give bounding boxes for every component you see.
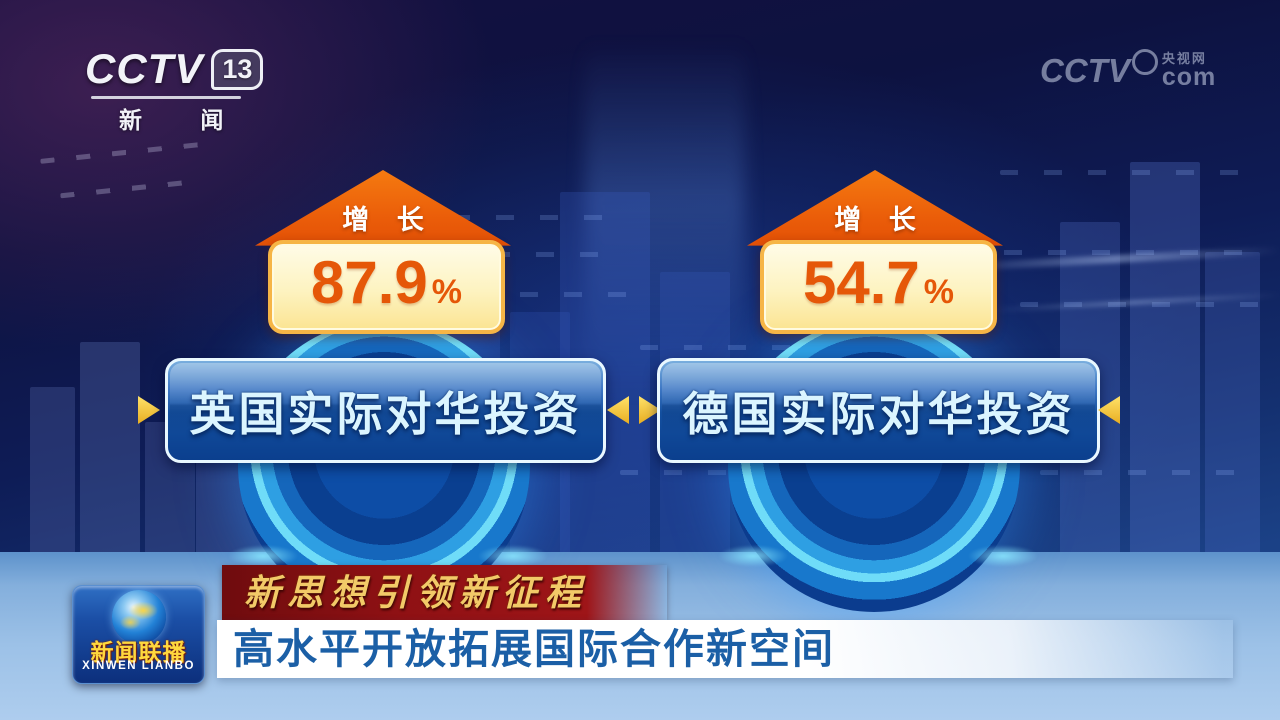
data-streak	[320, 215, 620, 220]
data-streak	[1020, 302, 1260, 307]
category-plate-uk: 英国实际对华投资	[165, 358, 606, 463]
data-streak	[1000, 170, 1240, 175]
data-streak	[60, 178, 200, 199]
growth-value-box: 87.9 %	[268, 240, 505, 334]
series-title-banner: 新思想引领新征程	[222, 565, 667, 620]
channel-bug-underline	[91, 96, 241, 99]
growth-value-box: 54.7 %	[760, 240, 997, 334]
site-watermark: CCTV 央视网 com	[1040, 49, 1217, 91]
flare	[718, 545, 788, 567]
data-streak	[640, 345, 920, 350]
percent-sign: %	[923, 273, 954, 311]
channel-number: 13	[211, 48, 264, 90]
skyline-building	[80, 342, 140, 552]
category-label: 英国实际对华投资	[189, 387, 582, 440]
category-plate-germany: 德国实际对华投资	[657, 358, 1100, 463]
data-streak	[40, 141, 210, 164]
growth-label: 增 长	[342, 205, 434, 235]
growth-value: 54.7	[802, 249, 920, 316]
flare	[478, 545, 548, 567]
headline-banner: 高水平开放拓展国际合作新空间	[217, 620, 1233, 678]
data-streak	[960, 250, 1260, 255]
globe-icon	[112, 590, 166, 644]
channel-brand: CCTV	[85, 45, 204, 92]
pointer-right-icon	[138, 396, 160, 424]
flare	[228, 545, 298, 567]
light-pillar	[585, 40, 745, 400]
watermark-domain: com	[1161, 63, 1217, 91]
percent-sign: %	[431, 273, 462, 311]
watermark-brand: CCTV	[1040, 52, 1130, 89]
program-romanized: XINWEN LIANBO	[82, 660, 195, 672]
growth-label: 增 长	[834, 205, 926, 235]
series-title: 新思想引领新征程	[244, 572, 589, 613]
data-streak	[1040, 470, 1240, 475]
skyline-building	[1205, 252, 1260, 552]
growth-value: 87.9	[310, 249, 428, 316]
ring-icon	[1131, 49, 1158, 75]
channel-name: 新 闻	[119, 107, 250, 133]
skyline-building	[30, 387, 75, 552]
program-logo: 新闻联播 XINWEN LIANBO	[72, 585, 205, 684]
flare	[968, 545, 1038, 567]
category-label: 德国实际对华投资	[682, 387, 1075, 440]
skyline-building	[1130, 162, 1200, 552]
program-title: 新闻联播	[90, 639, 187, 665]
channel-bug: CCTV 13 新 闻	[85, 45, 264, 135]
watermark-site-name: 央视网	[1161, 51, 1207, 66]
headline-text: 高水平开放拓展国际合作新空间	[233, 626, 835, 672]
